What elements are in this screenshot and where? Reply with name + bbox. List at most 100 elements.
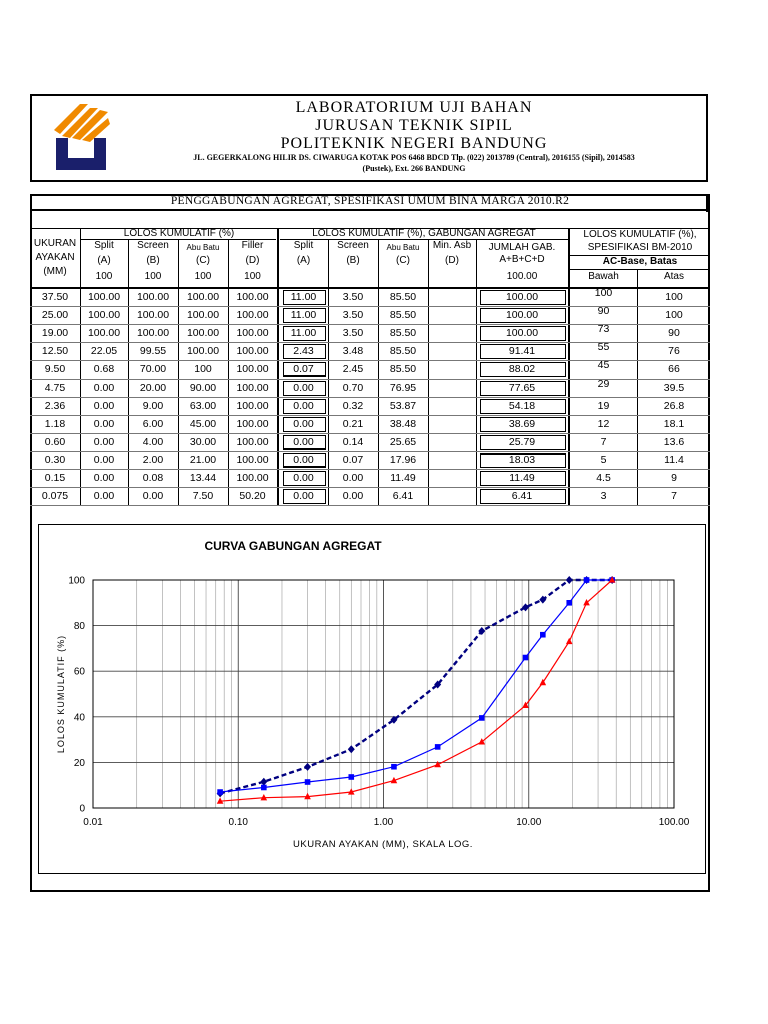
cell-box — [283, 380, 326, 396]
table-cell-spec-atas: 9 — [671, 472, 677, 484]
jumlah-label: JUMLAH GAB. — [488, 242, 556, 253]
data-point-marker — [261, 784, 267, 791]
y-axis-label: LOLOS KUMULATIF (%) — [56, 635, 66, 753]
table-cell-spec-atas: 39.5 — [663, 381, 685, 394]
table-cell-spec-atas: 66 — [668, 363, 680, 376]
table-cell-jumlah-gab: 6.41 — [511, 490, 533, 503]
col-rule — [476, 239, 477, 506]
table-cell-gab-split: 0.00 — [293, 472, 314, 484]
table-cell-jumlah-gab: 88.02 — [508, 363, 536, 376]
label-d: (D) — [245, 255, 260, 266]
table-cell-spec-bawah: 29 — [597, 377, 610, 390]
data-point-marker — [391, 763, 397, 770]
y-tick-label: 60 — [74, 667, 86, 678]
data-point-marker — [565, 576, 573, 584]
header-rule-bottom — [30, 287, 710, 289]
data-point-marker — [304, 792, 311, 800]
table-cell-screen-b: 100.00 — [136, 291, 170, 303]
data-point-marker — [608, 576, 616, 583]
letterhead: LABORATORIUM UJI BAHAN JURUSAN TEKNIK SI… — [30, 94, 708, 182]
x-axis-label: UKURAN AYAKAN (MM), SKALA LOG. — [293, 839, 473, 850]
table-cell-gab-screen: 2.45 — [342, 363, 364, 376]
cell-box — [480, 380, 566, 396]
table-cell-spec-bawah: 7 — [600, 435, 607, 448]
table-cell-gab-screen: 3.50 — [342, 309, 364, 322]
table-cell-sieve-size: 19.00 — [41, 327, 69, 340]
address-line-2: (Pustek), Ext. 266 BANDUNG — [362, 164, 466, 173]
table-cell-filler-d: 100.00 — [236, 453, 269, 466]
table-cell-spec-bawah: 4.5 — [596, 472, 611, 484]
data-point-marker — [304, 779, 311, 785]
group-header-spec-2: SPESIFIKASI BM-2010 — [587, 242, 693, 253]
x-tick-label: 0.01 — [83, 817, 103, 828]
table-cell-jumlah-gab: 100.00 — [505, 327, 539, 340]
table-cell-filler-d: 100.00 — [236, 381, 269, 394]
cell-box — [283, 362, 326, 378]
data-point-marker — [565, 637, 573, 645]
table-cell-gab-abu: 17.96 — [389, 453, 417, 466]
row-separator — [30, 451, 710, 452]
data-point-marker — [216, 797, 224, 804]
table-cell-filler-d: 100.00 — [236, 345, 269, 358]
table-cell-gab-abu: 11.49 — [390, 472, 416, 484]
table-cell-gab-abu: 85.50 — [389, 363, 417, 376]
series-line-2 — [220, 579, 613, 793]
main-sheet — [30, 194, 710, 892]
table-cell-sieve-size: 0.15 — [44, 472, 66, 484]
table-cell-gab-split: 0.00 — [293, 381, 314, 394]
jumlah-pct: 100.00 — [506, 271, 538, 282]
cell-box — [283, 308, 326, 324]
title-divider — [706, 194, 708, 212]
pct-c: 100 — [194, 271, 212, 282]
col-filler: Filler — [241, 240, 264, 251]
table-cell-sieve-size: 25.00 — [41, 309, 69, 322]
table-cell-abu-c: 100 — [194, 363, 212, 376]
table-cell-spec-bawah: 3 — [600, 490, 607, 503]
table-cell-screen-b: 20.00 — [139, 381, 167, 394]
cell-box — [480, 362, 566, 378]
data-point-marker — [347, 788, 355, 795]
table-cell-gab-split: 11.00 — [290, 327, 317, 340]
series-line-1 — [219, 578, 613, 795]
table-cell-jumlah-gab: 25.79 — [508, 435, 536, 448]
table-cell-split-a: 22.05 — [90, 345, 118, 358]
data-point-marker — [348, 774, 355, 780]
table-cell-gab-screen: 0.32 — [342, 399, 364, 412]
table-cell-jumlah-gab: 100.00 — [505, 309, 539, 322]
data-point-marker — [522, 603, 530, 612]
table-cell-split-a: 100.00 — [87, 291, 121, 303]
table-cell-jumlah-gab: 38.69 — [508, 417, 536, 430]
table-cell-spec-bawah: 19 — [597, 399, 610, 412]
table-cell-gab-abu: 38.48 — [389, 417, 417, 430]
col-rule — [80, 228, 81, 506]
cell-box — [283, 452, 326, 468]
table-cell-abu-c: 90.00 — [189, 381, 217, 394]
x-tick-label: 10.00 — [516, 817, 541, 828]
table-cell-gab-screen: 0.21 — [342, 417, 364, 430]
y-tick-label: 80 — [74, 621, 86, 632]
table-cell-sieve-size: 0.60 — [44, 435, 66, 448]
data-point-marker — [478, 738, 486, 745]
table-cell-spec-bawah: 12 — [597, 417, 610, 430]
row-separator — [30, 505, 710, 506]
table-cell-spec-bawah: 73 — [597, 323, 610, 336]
data-point-marker — [540, 631, 546, 638]
data-point-marker — [260, 777, 268, 786]
table-cell-jumlah-gab: 11.49 — [509, 472, 535, 484]
table-cell-abu-c: 30.00 — [189, 435, 217, 448]
table-cell-abu-c: 7.50 — [192, 490, 214, 503]
row-separator — [30, 433, 710, 434]
data-point-marker — [566, 600, 573, 606]
label-a-gab: (A) — [296, 255, 311, 266]
col-min-asb: Min. Asb — [432, 240, 472, 251]
table-cell-gab-abu: 76.95 — [389, 381, 417, 394]
table-cell-gab-screen: 0.70 — [342, 381, 364, 394]
pct-a: 100 — [95, 271, 113, 282]
label-b: (B) — [146, 255, 160, 266]
table-cell-spec-atas: 13.6 — [663, 435, 685, 448]
group-rule-2 — [280, 239, 568, 240]
table-cell-screen-b: 6.00 — [142, 417, 164, 430]
table-cell-split-a: 100.00 — [87, 309, 121, 322]
header-rule-top — [30, 228, 710, 229]
table-cell-jumlah-gab: 54.18 — [508, 399, 536, 412]
